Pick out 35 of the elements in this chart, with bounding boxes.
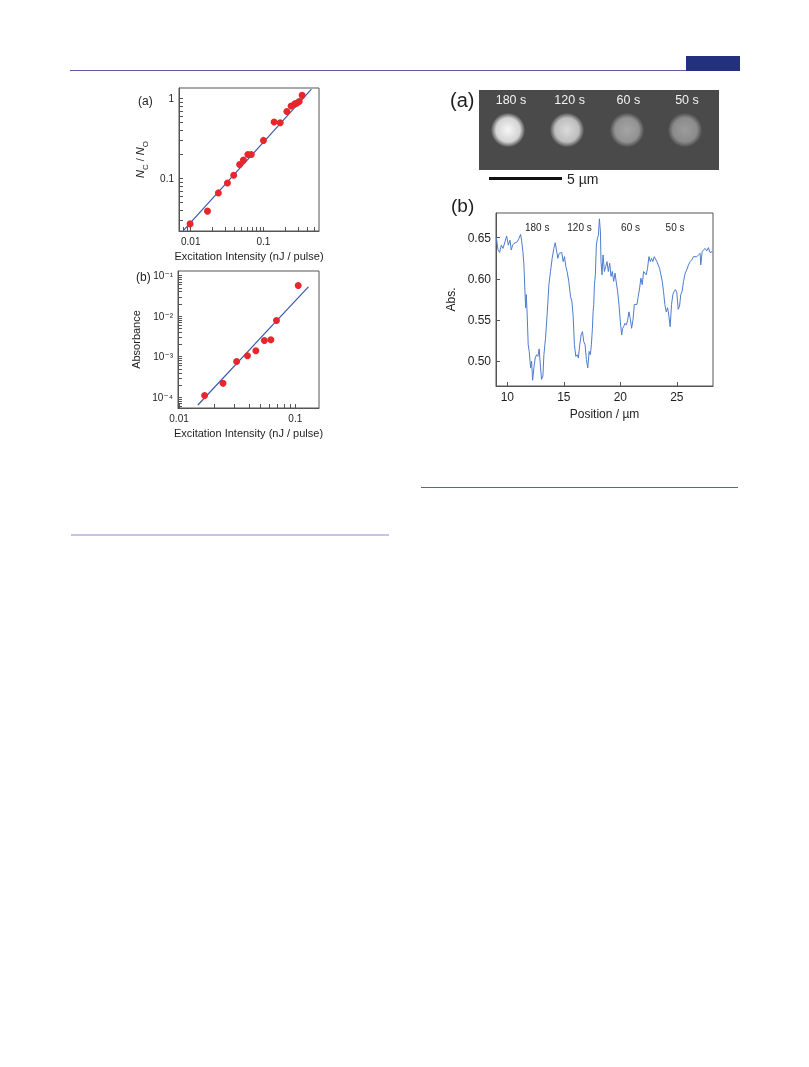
- y-tick-label: 10⁻³: [153, 351, 174, 363]
- y-tick-label: 1: [168, 93, 175, 105]
- y-axis-title: Abs.: [443, 287, 458, 312]
- x-tick-label: 0.01: [180, 235, 201, 247]
- x-tick-label: 20: [613, 390, 628, 404]
- text: (a): [138, 94, 153, 108]
- y-tick-label: 10⁻⁴: [152, 391, 173, 403]
- chart-title: (b): [136, 270, 151, 284]
- x-tick-label: 15: [557, 390, 571, 404]
- text: 5 µm: [567, 170, 599, 188]
- chart-title: (b): [451, 195, 475, 216]
- annotation: 180 s: [525, 221, 550, 233]
- annotation: 120 s: [567, 221, 592, 233]
- line-series: [495, 218, 713, 381]
- text: 180 s: [494, 93, 528, 108]
- text: 120 s: [553, 93, 586, 108]
- y-tick-label: 10⁻²: [153, 310, 174, 322]
- x-axis-title: Excitation Intensity (nJ / pulse): [174, 250, 324, 263]
- text: 50 s: [674, 93, 700, 108]
- y-axis-title: Absorbance: [129, 310, 142, 369]
- x-axis-title: Excitation Intensity (nJ / pulse): [173, 427, 324, 440]
- text: (a): [450, 89, 475, 111]
- y-tick-label: 10⁻¹: [153, 270, 174, 282]
- y-tick-label: 0.60: [467, 271, 492, 286]
- y-tick-label: 0.1: [160, 173, 175, 184]
- y-tick-label: 0.55: [467, 313, 492, 328]
- x-tick-label: 25: [670, 390, 684, 404]
- annotation: 50 s: [665, 221, 685, 233]
- x-tick-label: 0.01: [169, 412, 190, 424]
- annotation: 60 s: [621, 221, 640, 233]
- x-axis-title: Position / µm: [569, 406, 640, 421]
- y-tick-label: 0.50: [467, 354, 492, 369]
- text: 60 s: [615, 93, 642, 108]
- x-tick-label: 10: [500, 390, 515, 404]
- y-tick-label: 0.65: [467, 230, 492, 245]
